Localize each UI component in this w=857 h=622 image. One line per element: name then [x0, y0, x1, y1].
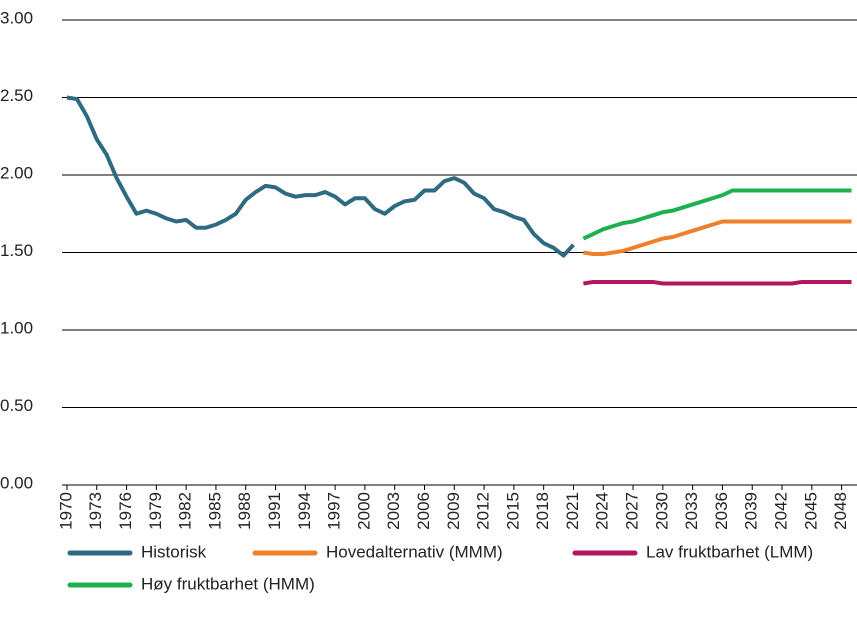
- legend-label: Historisk: [141, 542, 207, 561]
- y-tick-label: 0.50: [0, 396, 33, 415]
- x-tick-label: 2018: [533, 492, 552, 530]
- y-tick-label: 3.00: [0, 8, 33, 27]
- x-tick-label: 2030: [652, 492, 671, 530]
- x-tick-label: 2009: [444, 492, 463, 530]
- x-tick-label: 1982: [176, 492, 195, 530]
- x-tick-label: 1970: [56, 492, 75, 530]
- x-tick-label: 2000: [354, 492, 373, 530]
- y-tick-label: 2.00: [0, 163, 33, 182]
- x-tick-label: 1997: [325, 492, 344, 530]
- x-tick-label: 1991: [265, 492, 284, 530]
- x-tick-label: 1979: [146, 492, 165, 530]
- x-tick-label: 1994: [295, 492, 314, 530]
- x-tick-label: 1985: [205, 492, 224, 530]
- legend-label: Hovedalternativ (MMM): [326, 542, 503, 561]
- series-line: [582, 188, 852, 241]
- x-tick-label: 2042: [772, 492, 791, 530]
- y-tick-label: 2.50: [0, 86, 33, 105]
- x-tick-label: 1976: [116, 492, 135, 530]
- x-tick-label: 2021: [563, 492, 582, 530]
- x-tick-label: 2003: [384, 492, 403, 530]
- x-tick-label: 2039: [742, 492, 761, 530]
- x-tick-label: 2036: [712, 492, 731, 530]
- y-tick-label: 0.00: [0, 473, 33, 492]
- x-tick-label: 2015: [503, 492, 522, 530]
- y-tick-label: 1.00: [0, 318, 33, 337]
- x-tick-label: 2045: [801, 492, 820, 530]
- legend-label: Lav fruktbarhet (LMM): [646, 542, 813, 561]
- series-line: [583, 279, 852, 286]
- x-tick-label: 2027: [623, 492, 642, 530]
- y-tick-label: 1.50: [0, 241, 33, 260]
- series-line: [66, 95, 575, 258]
- x-tick-label: 2006: [414, 492, 433, 530]
- legend-label: Høy fruktbarhet (HMM): [141, 574, 315, 593]
- series-line: [583, 219, 852, 257]
- x-tick-label: 1973: [86, 492, 105, 530]
- x-tick-label: 2012: [474, 492, 493, 530]
- x-tick-label: 2033: [682, 492, 701, 530]
- x-tick-label: 2024: [593, 492, 612, 530]
- x-tick-label: 2048: [831, 492, 850, 530]
- x-tick-label: 1988: [235, 492, 254, 530]
